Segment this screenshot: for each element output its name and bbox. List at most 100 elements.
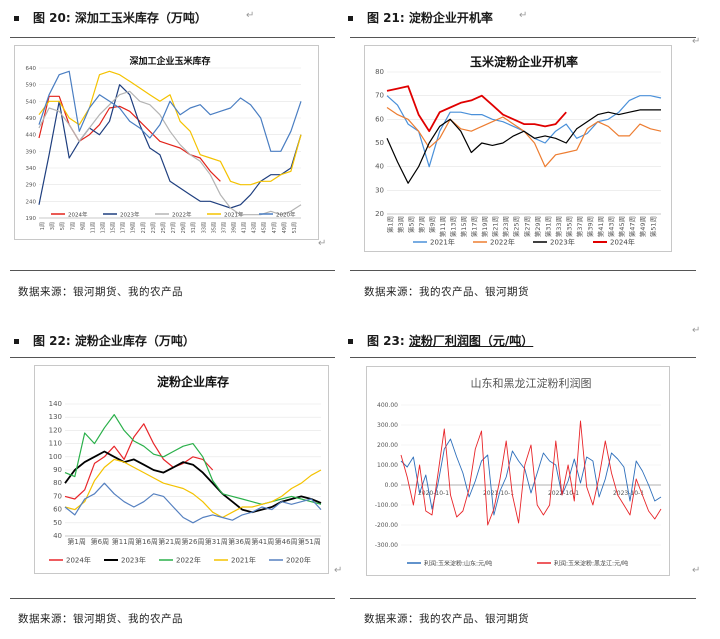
figure-20-title: 图 20: 深加工玉米库存（万吨） [14, 9, 207, 26]
x-tick-label: 29周 [181, 222, 187, 233]
figure-20-bottom-rule [10, 270, 335, 271]
figure-22-source: 数据来源：银河期货、我的农产品 [18, 613, 183, 625]
y-tick-label: 80 [53, 479, 62, 487]
x-tick-label: 43周 [252, 222, 258, 233]
series-line-3 [64, 414, 322, 505]
y-tick-label: -200.00 [375, 522, 398, 529]
x-tick-label: 19周 [131, 222, 137, 233]
x-tick-label: 第26周 [182, 537, 205, 546]
x-tick-label: 第5周 [406, 216, 415, 233]
figure-21-source: 数据来源：我的农产品、银河期货 [364, 286, 529, 298]
y-tick-label: -300.00 [375, 542, 398, 549]
x-tick-label: 第11周 [112, 537, 135, 546]
legend-label: 2021年 [231, 556, 256, 565]
x-tick-label: 第16周 [135, 537, 158, 546]
y-tick-label: 130 [49, 413, 62, 421]
legend-label: 2023年 [550, 238, 575, 247]
legend-label: 2023年 [121, 556, 146, 565]
series-line-2 [400, 420, 662, 526]
y-tick-label: -100.00 [375, 502, 398, 509]
series-line-2 [386, 107, 662, 168]
x-tick-label: 31周 [191, 222, 197, 233]
y-tick-label: 490 [26, 116, 37, 122]
x-tick-label: 第15周 [459, 216, 468, 237]
x-tick-label: 第27周 [522, 216, 531, 237]
y-tick-label: 590 [26, 83, 37, 89]
legend-label: 2023年 [120, 211, 140, 219]
legend-label: 2021年 [430, 238, 455, 247]
x-tick-label: 11周 [90, 222, 96, 233]
series-line-2 [38, 84, 302, 209]
figure-20-source: 数据来源：银河期货、我的农产品 [18, 286, 183, 298]
series-line-3 [386, 109, 661, 184]
return-mark-icon: ↵ [692, 325, 701, 336]
figure-21-bottom-rule [350, 270, 696, 271]
legend-label: 2020年 [276, 211, 296, 219]
x-tick-label: 45周 [262, 222, 268, 233]
y-tick-label: 20 [375, 210, 384, 218]
legend-label: 2022年 [172, 211, 192, 219]
y-tick-label: 640 [26, 66, 37, 72]
x-tick-label: 第36周 [228, 537, 251, 546]
x-tick-label: 第35周 [564, 216, 573, 237]
x-tick-label: 33周 [201, 222, 207, 233]
x-tick-label: 第25周 [512, 216, 521, 237]
figure-22-top-rule [10, 357, 335, 358]
x-tick-label: 第31周 [543, 216, 552, 237]
x-tick-label: 49周 [282, 222, 288, 233]
x-tick-label: 25周 [161, 222, 167, 233]
x-tick-label: 第49周 [638, 216, 647, 237]
x-tick-label: 15周 [111, 222, 117, 233]
legend-label: 2024年 [610, 238, 635, 247]
series-line-5 [38, 70, 302, 152]
x-tick-label: 第43周 [607, 216, 616, 237]
x-tick-label: 7周 [70, 222, 76, 230]
x-tick-label: 2020-10-1 [418, 490, 449, 497]
y-tick-label: 110 [49, 440, 62, 448]
x-tick-label: 第21周 [491, 216, 500, 237]
y-tick-label: 40 [375, 163, 384, 171]
bullet-icon [348, 16, 353, 21]
figure-23-bottom-rule [350, 598, 696, 599]
x-tick-label: 第51周 [298, 537, 321, 546]
y-tick-label: 140 [49, 400, 62, 408]
x-tick-label: 39周 [232, 222, 238, 233]
figure-23-title: 图 23: 淀粉厂利润图（元/吨） [348, 332, 533, 349]
y-tick-label: 400.00 [377, 402, 398, 409]
bullet-icon [348, 339, 353, 344]
y-tick-label: 100 [49, 453, 62, 461]
x-tick-label: 13周 [101, 222, 107, 233]
figure-23-chart: 山东和黑龙江淀粉利润图 -300.00 -200.00 -100.00 0.00 100.… [366, 366, 670, 576]
x-tick-label: 第45周 [617, 216, 626, 237]
x-tick-label: 17周 [121, 222, 127, 233]
y-tick-label: 390 [26, 149, 37, 155]
x-tick-label: 2021-10-1 [483, 490, 514, 497]
x-tick-label: 第11周 [438, 216, 447, 237]
x-tick-label: 5周 [60, 222, 66, 230]
return-mark-icon: ↵ [334, 565, 343, 576]
chart-svg: 山东和黑龙江淀粉利润图 -300.00 -200.00 -100.00 0.00 100.… [375, 376, 662, 568]
x-tick-label: 51周 [292, 222, 298, 233]
bullet-icon [14, 16, 19, 21]
x-tick-label: 第23周 [501, 216, 510, 237]
series-line-1 [400, 438, 662, 516]
series-line-5 [64, 482, 322, 524]
chart-title: 玉米淀粉企业开机率 [470, 54, 578, 69]
y-tick-label: 340 [26, 166, 37, 172]
y-tick-label: 60 [375, 115, 384, 123]
chart-svg: 淀粉企业库存405060708090100110120130140第1周 第6周第… [49, 374, 322, 565]
y-tick-label: 290 [26, 183, 37, 189]
x-tick-label: 第47周 [628, 216, 637, 237]
figure-20-chart: 深加工企业玉米库存 190 240 290 340 390 440 490 540 590 640 1… [14, 45, 319, 240]
y-tick-label: 120 [49, 426, 62, 434]
x-tick-label: 21周 [141, 222, 147, 233]
y-tick-label: 90 [53, 466, 62, 474]
x-tick-label: 第13周 [449, 216, 458, 237]
figure-23-top-rule [350, 357, 696, 358]
series-line-4 [386, 85, 567, 133]
y-tick-label: 100.00 [377, 462, 398, 469]
chart-title: 深加工企业玉米库存 [129, 55, 210, 67]
x-tick-label: 第19周 [480, 216, 489, 237]
x-tick-label: 41周 [242, 222, 248, 233]
